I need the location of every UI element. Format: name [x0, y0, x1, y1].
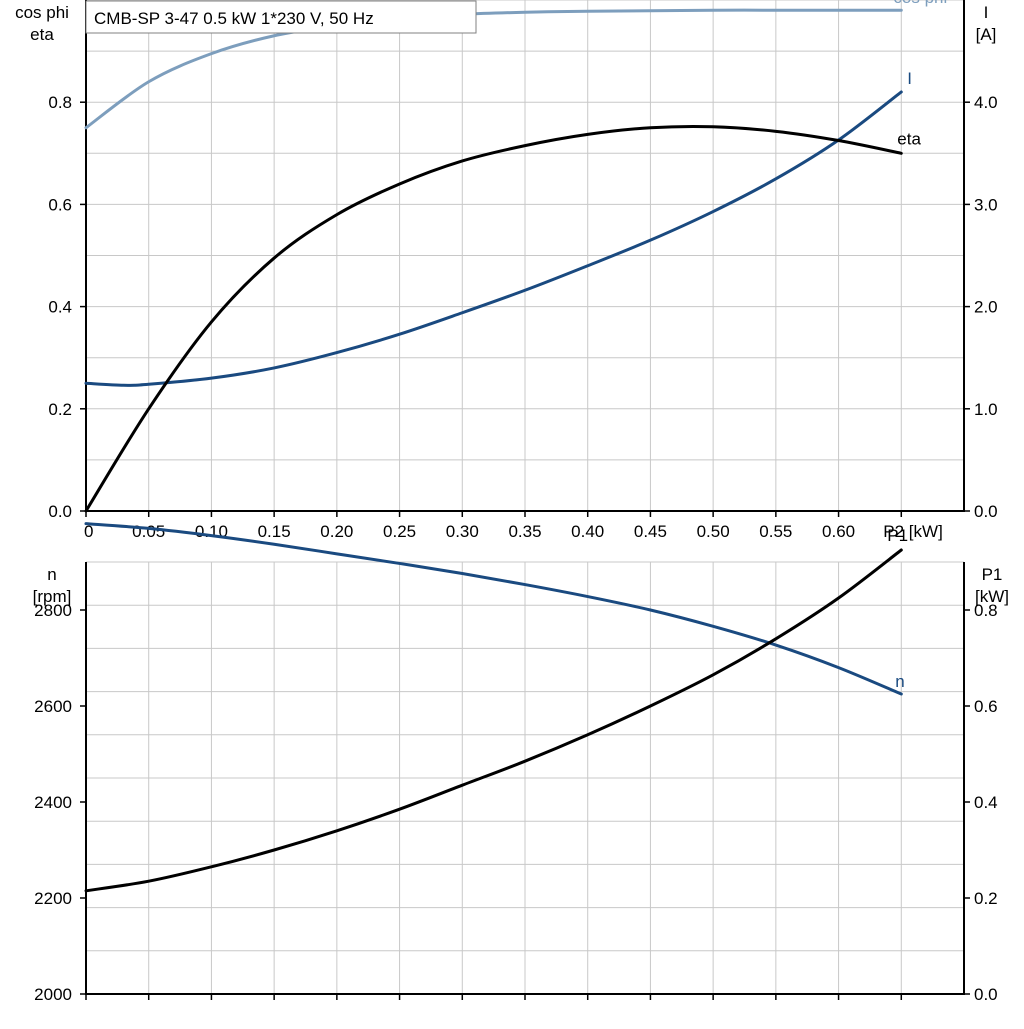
series-line-cos-phi — [84, 8, 903, 130]
left-axis-unit: [rpm] — [33, 587, 72, 606]
left-tick-label: 0.2 — [48, 400, 72, 419]
left-tick-label: 2800 — [34, 601, 72, 620]
series-label-n: n — [895, 672, 904, 691]
left-axis-label: n — [47, 565, 56, 584]
left-tick-label: 0.4 — [48, 298, 72, 317]
series-label-eta: eta — [897, 129, 921, 148]
right-tick-label: 0.6 — [974, 697, 998, 716]
left-axis-label: cos phi — [15, 3, 69, 22]
right-tick-label: 0.2 — [974, 889, 998, 908]
x-tick-label: 0.30 — [446, 522, 479, 541]
x-tick-label: 0.50 — [697, 522, 730, 541]
left-tick-label: 2600 — [34, 697, 72, 716]
left-tick-label: 2200 — [34, 889, 72, 908]
left-tick-label: 2400 — [34, 793, 72, 812]
electrical-data-panel: 0 0.05 0.10 0.15 0.20 0.25 0.30 0.35 0.40 0.45 0.5… — [15, 0, 998, 541]
right-tick-label: 0.0 — [974, 502, 998, 521]
series-label-I: I — [907, 69, 912, 88]
right-tick-label: 0.0 — [974, 985, 998, 1004]
left-axis-unit: eta — [30, 25, 54, 44]
right-axis-label: P1 — [982, 565, 1003, 584]
chart-title-box: CMB-SP 3-47 0.5 kW 1*230 V, 50 Hz — [85, 0, 477, 34]
x-tick-label: 0.15 — [258, 522, 291, 541]
x-tick-label: 0.45 — [634, 522, 667, 541]
x-tick-label: 0.05 — [132, 522, 165, 541]
x-tick-label: 0.55 — [759, 522, 792, 541]
x-axis-label: P2 [kW] — [883, 522, 943, 541]
right-axis-unit: [A] — [976, 25, 997, 44]
top-grid — [85, 0, 965, 512]
right-axis-unit: [kW] — [975, 587, 1009, 606]
left-tick-label: 0.6 — [48, 195, 72, 214]
right-tick-label: 3.0 — [974, 195, 998, 214]
x-tick-label: 0.20 — [320, 522, 353, 541]
x-tick-label: 0.35 — [508, 522, 541, 541]
right-tick-label: 0.8 — [974, 601, 998, 620]
right-axis-label: I — [984, 3, 989, 22]
bottom-grid — [85, 561, 965, 995]
left-tick-label: 0.0 — [48, 502, 72, 521]
series-line-eta — [84, 124, 903, 513]
right-tick-label: 2.0 — [974, 298, 998, 317]
series-label-P1: P1 — [887, 526, 908, 545]
speed-power-panel: 2000 2200 2400 2600 2800 0.0 0.2 0.4 0.6 0.8 n [rpm… — [33, 522, 1009, 1004]
series-line-I — [84, 90, 903, 387]
series-line-P1 — [84, 548, 903, 893]
right-tick-label: 0.4 — [974, 793, 998, 812]
right-tick-label: 1.0 — [974, 400, 998, 419]
right-tick-label: 4.0 — [974, 93, 998, 112]
x-tick-label: 0 — [84, 522, 93, 541]
chart-title: CMB-SP 3-47 0.5 kW 1*230 V, 50 Hz — [94, 9, 374, 28]
title-box-frame — [85, 0, 477, 34]
x-tick-label: 0.40 — [571, 522, 604, 541]
series-line-n — [84, 522, 903, 696]
left-tick-label: 2000 — [34, 985, 72, 1004]
x-tick-label: 0.25 — [383, 522, 416, 541]
series-label-cos-phi: cos phi — [893, 0, 947, 7]
left-tick-label: 0.8 — [48, 93, 72, 112]
x-tick-label: 0.60 — [822, 522, 855, 541]
